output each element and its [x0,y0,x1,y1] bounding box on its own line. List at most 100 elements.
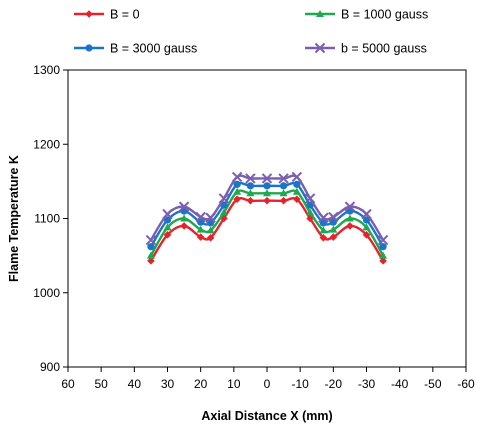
data-point [162,208,173,220]
data-point [245,173,256,184]
legend-label: B = 1000 gauss [341,8,428,22]
legend-label: b = 5000 gauss [341,42,427,56]
data-point [263,182,271,190]
y-tick-label: 1100 [34,212,60,226]
x-tick-label: -30 [358,377,376,391]
data-point [233,195,241,203]
x-tick-label: -10 [291,377,309,391]
data-point [319,219,327,227]
data-point [246,189,255,197]
data-point [205,212,216,223]
series-4 [145,171,389,246]
series-layer [145,171,389,265]
data-point [362,223,371,231]
data-point [207,219,215,227]
legend-label: B = 3000 gauss [110,42,197,56]
legend-label: B = 0 [110,8,140,22]
data-point [178,201,190,212]
data-point [219,208,228,216]
y-axis-title: Flame Temperature K [7,155,21,282]
data-point [292,187,301,195]
series-3 [147,180,387,251]
data-point [362,231,371,239]
data-point [233,187,242,195]
x-tick-label: 60 [61,377,75,391]
y-tick-label: 1200 [33,137,60,151]
data-point [329,218,337,226]
x-tick-label: -50 [424,377,442,391]
data-point [291,171,303,183]
data-point [261,173,273,184]
y-tick-label: 1300 [33,63,60,77]
legend-item: b = 5000 gauss [305,42,427,56]
data-point [345,214,354,222]
data-point [379,251,388,259]
data-point [318,212,329,223]
x-tick-label: -40 [391,377,409,391]
data-point [263,189,271,197]
legend: B = 0 B = 1000 gauss B = 3000 gauss b = 500… [74,8,428,56]
data-point [195,211,206,223]
data-point [163,231,172,239]
x-axis: 60 50 40 30 20 10 0 -10 -20 -30 -40 -50 -60 [61,367,475,391]
y-axis: 900 1000 1100 1200 1300 [33,63,68,374]
data-point [196,225,205,233]
data-point [361,208,372,220]
data-point [329,225,338,233]
x-tick-label: 10 [227,377,241,391]
data-point [306,208,315,216]
data-point [329,233,338,241]
x-tick-label: 40 [128,377,142,391]
data-point [263,196,271,205]
data-point [231,171,243,183]
x-tick-label: 0 [264,377,271,391]
data-point [196,233,205,241]
x-tick-label: 30 [161,377,175,391]
data-point [147,257,155,265]
legend-marker [85,44,93,52]
data-point [145,234,157,246]
data-point [279,196,288,205]
data-point [206,234,215,242]
data-point [218,193,230,204]
data-point [180,222,188,230]
x-tick-label: -60 [457,377,475,391]
data-point [319,226,328,234]
data-point [278,173,289,184]
data-point [379,243,387,251]
x-tick-label: 20 [194,377,208,391]
data-point [146,251,155,259]
legend-item: B = 1000 gauss [305,8,428,22]
data-point [279,189,288,197]
data-point [362,216,371,224]
data-point [233,180,241,188]
y-tick-label: 1000 [33,286,60,300]
legend-item: B = 0 [74,8,140,22]
data-point [180,214,189,222]
series-1 [147,195,387,265]
data-point [246,196,255,205]
x-tick-label: -20 [325,377,343,391]
data-point [197,218,205,226]
x-tick-label: 50 [94,377,108,391]
data-point [304,193,316,204]
data-point [293,195,301,203]
data-point [319,234,328,242]
x-axis-title: Axial Distance X (mm) [201,409,332,423]
data-point [163,223,172,231]
data-point [147,243,155,251]
data-point [379,257,387,265]
plot-area [67,69,467,368]
data-point [293,180,301,188]
y-tick-label: 900 [40,360,60,374]
data-point [377,234,389,246]
data-point [344,201,356,212]
data-point [163,216,172,224]
legend-item: B = 3000 gauss [74,42,197,56]
legend-marker [314,42,326,54]
legend-marker [316,10,324,17]
data-point [206,226,215,234]
legend-marker [85,10,93,18]
series-2 [146,187,388,259]
data-point [279,182,288,190]
